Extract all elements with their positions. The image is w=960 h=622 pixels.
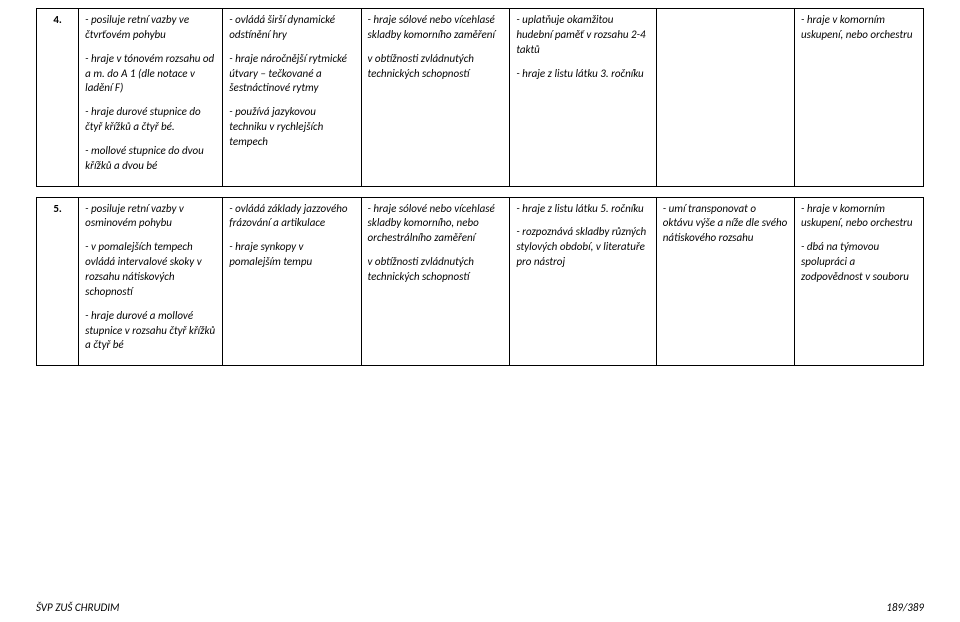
curriculum-table: 4. - posiluje retní vazby ve čtvrťovém p… [36,8,924,366]
list-item: - posiluje retní vazby ve čtvrťovém pohy… [85,13,216,43]
cell-c4: - uplatňuje okamžitou hudební paměť v ro… [510,9,656,187]
cell-c1: - posiluje retní vazby ve čtvrťovém pohy… [79,9,223,187]
row-number: 4. [37,9,79,187]
list-item: - umí transponovat o oktávu výše a níže … [663,202,788,247]
list-item: - uplatňuje okamžitou hudební paměť v ro… [516,13,649,58]
list-item: - hraje z listu látku 3. ročníku [516,67,649,82]
list-item: - hraje v komorním uskupení, nebo orches… [801,202,917,232]
list-item: - hraje sólové nebo vícehlasé skladby ko… [368,13,504,43]
list-item: - dbá na týmovou spolupráci a zodpovědno… [801,240,917,285]
list-item: - rozpoznává skladby různých stylových o… [516,225,649,270]
list-item: - posiluje retní vazby v osminovém pohyb… [85,202,216,232]
cell-c6: - hraje v komorním uskupení, nebo orches… [795,197,924,366]
page-footer: ŠVP ZUŠ CHRUDIM 189/389 [36,601,924,616]
row-number: 5. [37,197,79,366]
row-spacer [37,186,924,197]
cell-c3: - hraje sólové nebo vícehlasé skladby ko… [361,197,510,366]
list-item: - hraje náročnější rytmické útvary – teč… [229,52,354,97]
cell-c1: - posiluje retní vazby v osminovém pohyb… [79,197,223,366]
list-item: - hraje v komorním uskupení, nebo orches… [801,13,917,43]
cell-c5 [656,9,794,187]
list-item: - používá jazykovou techniku v rychlejší… [229,105,354,150]
list-item: - hraje durové a mollové stupnice v rozs… [85,309,216,354]
list-item: - hraje synkopy v pomalejším tempu [229,240,354,270]
footer-left: ŠVP ZUŠ CHRUDIM [36,601,119,616]
footer-right: 189/389 [886,601,924,616]
list-item: v obtížnosti zvládnutých technických sch… [368,255,504,285]
cell-c5: - umí transponovat o oktávu výše a níže … [656,197,794,366]
list-item: - v pomalejších tempech ovládá intervalo… [85,240,216,299]
list-item: - hraje sólové nebo vícehlasé skladby ko… [368,202,504,247]
list-item: - hraje z listu látku 5. ročníku [516,202,649,217]
cell-c3: - hraje sólové nebo vícehlasé skladby ko… [361,9,510,187]
list-item: - mollové stupnice do dvou křížků a dvou… [85,144,216,174]
list-item: v obtížnosti zvládnutých technických sch… [368,52,504,82]
cell-c6: - hraje v komorním uskupení, nebo orches… [795,9,924,187]
list-item: - hraje v tónovém rozsahu od a m. do A 1… [85,52,216,97]
table-row: 5. - posiluje retní vazby v osminovém po… [37,197,924,366]
list-item: - ovládá širší dynamické odstínění hry [229,13,354,43]
cell-c2: - ovládá širší dynamické odstínění hry -… [223,9,361,187]
list-item: - ovládá základy jazzového frázování a a… [229,202,354,232]
list-item: - hraje durové stupnice do čtyř křížků a… [85,105,216,135]
table-row: 4. - posiluje retní vazby ve čtvrťovém p… [37,9,924,187]
cell-c2: - ovládá základy jazzového frázování a a… [223,197,361,366]
cell-c4: - hraje z listu látku 5. ročníku - rozpo… [510,197,656,366]
